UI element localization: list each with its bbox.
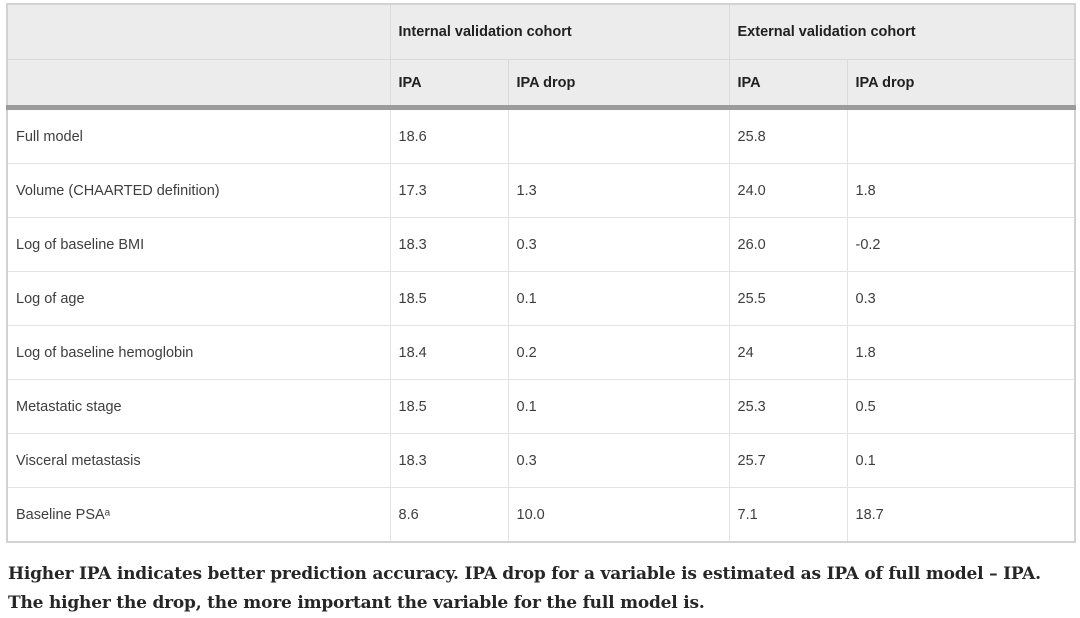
cohort-header-row: Internal validation cohort External vali… xyxy=(6,3,1076,60)
empty-corner-cell xyxy=(6,3,391,60)
ipa-value-cell: 24.0 xyxy=(728,163,848,218)
ipa-drop-cell: 0.1 xyxy=(507,379,730,434)
ipa-drop-cell: 0.5 xyxy=(846,379,1076,434)
ipa-value-cell: 26.0 xyxy=(728,217,848,272)
ipa-drop-cell: -0.2 xyxy=(846,217,1076,272)
ipa-value-cell: 18.3 xyxy=(389,217,509,272)
table-header: Internal validation cohort External vali… xyxy=(6,3,1076,110)
col-header-internal-ipa-drop: IPA drop xyxy=(507,59,730,110)
col-header-external-ipa: IPA xyxy=(728,59,848,110)
col-header-internal-ipa: IPA xyxy=(389,59,509,110)
ipa-value-cell: 18.5 xyxy=(389,271,509,326)
col-group-external-cohort: External validation cohort xyxy=(728,3,1076,60)
col-group-internal-cohort: Internal validation cohort xyxy=(389,3,730,60)
row-label: Log of baseline BMI xyxy=(6,217,391,272)
col-header-external-ipa-drop: IPA drop xyxy=(846,59,1076,110)
table-row: Volume (CHAARTED definition) 17.3 1.3 24… xyxy=(6,163,1076,218)
ipa-value-cell: 24 xyxy=(728,325,848,380)
ipa-value-cell: 7.1 xyxy=(728,487,848,543)
table-row: Log of age 18.5 0.1 25.5 0.3 xyxy=(6,271,1076,326)
empty-header-cell xyxy=(6,59,391,110)
table-row: Baseline PSAᵃ 8.6 10.0 7.1 18.7 xyxy=(6,487,1076,543)
ipa-value-cell: 8.6 xyxy=(389,487,509,543)
ipa-drop-cell: 10.0 xyxy=(507,487,730,543)
ipa-value-cell: 25.8 xyxy=(728,107,848,164)
row-label: Baseline PSAᵃ xyxy=(6,487,391,543)
ipa-drop-cell: 0.3 xyxy=(507,217,730,272)
table-row: Visceral metastasis 18.3 0.3 25.7 0.1 xyxy=(6,433,1076,488)
ipa-value-cell: 25.5 xyxy=(728,271,848,326)
table-row: Full model 18.6 25.8 xyxy=(6,107,1076,164)
row-label: Metastatic stage xyxy=(6,379,391,434)
table-row: Log of baseline BMI 18.3 0.3 26.0 -0.2 xyxy=(6,217,1076,272)
table-footnote: Higher IPA indicates better prediction a… xyxy=(8,564,1041,613)
ipa-drop-cell: 1.8 xyxy=(846,325,1076,380)
ipa-drop-cell: 0.1 xyxy=(507,271,730,326)
ipa-drop-cell: 1.8 xyxy=(846,163,1076,218)
table-row: Metastatic stage 18.5 0.1 25.3 0.5 xyxy=(6,379,1076,434)
ipa-value-cell: 18.5 xyxy=(389,379,509,434)
ipa-drop-cell xyxy=(846,107,1076,164)
ipa-value-cell: 18.6 xyxy=(389,107,509,164)
table-row: Log of baseline hemoglobin 18.4 0.2 24 1… xyxy=(6,325,1076,380)
ipa-table-container: Internal validation cohort External vali… xyxy=(6,3,1077,543)
ipa-value-cell: 25.7 xyxy=(728,433,848,488)
ipa-drop-cell: 0.3 xyxy=(507,433,730,488)
ipa-drop-cell: 0.1 xyxy=(846,433,1076,488)
row-label: Log of baseline hemoglobin xyxy=(6,325,391,380)
ipa-value-cell: 25.3 xyxy=(728,379,848,434)
ipa-drop-cell: 18.7 xyxy=(846,487,1076,543)
row-label: Log of age xyxy=(6,271,391,326)
ipa-drop-cell: 0.3 xyxy=(846,271,1076,326)
table-body: Full model 18.6 25.8 Volume (CHAARTED de… xyxy=(6,107,1076,543)
ipa-comparison-table: Internal validation cohort External vali… xyxy=(6,3,1077,543)
ipa-value-cell: 18.3 xyxy=(389,433,509,488)
ipa-value-cell: 18.4 xyxy=(389,325,509,380)
row-label: Visceral metastasis xyxy=(6,433,391,488)
ipa-drop-cell: 1.3 xyxy=(507,163,730,218)
row-label: Full model xyxy=(6,107,391,164)
row-label: Volume (CHAARTED definition) xyxy=(6,163,391,218)
ipa-value-cell: 17.3 xyxy=(389,163,509,218)
ipa-drop-cell xyxy=(507,107,730,164)
metric-header-row: IPA IPA drop IPA IPA drop xyxy=(6,59,1076,110)
ipa-drop-cell: 0.2 xyxy=(507,325,730,380)
